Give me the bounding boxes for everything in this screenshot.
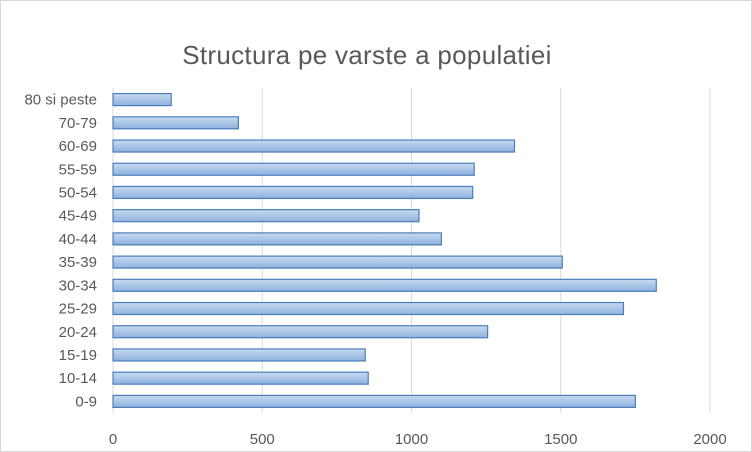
category-label-15-19: 15-19 bbox=[59, 347, 97, 364]
category-label-35-39: 35-39 bbox=[59, 254, 97, 271]
bar-10-14 bbox=[112, 371, 369, 385]
x-tick-labels: 0 500 1000 1500 2000 bbox=[109, 431, 727, 448]
bar-30-34 bbox=[112, 278, 657, 292]
category-label-0-9: 0-9 bbox=[75, 393, 97, 410]
bar-55-59 bbox=[112, 162, 475, 176]
bar-40-44 bbox=[112, 232, 442, 246]
chart-title: Structura pe varste a populatiei bbox=[182, 40, 552, 70]
bar-70-79 bbox=[112, 116, 239, 130]
bar-45-49 bbox=[112, 209, 420, 223]
bar-25-29 bbox=[112, 301, 625, 316]
bar-20-24 bbox=[112, 325, 489, 339]
category-label-20-24: 20-24 bbox=[59, 324, 97, 341]
category-labels: 0-9 10-14 15-19 20-24 25-29 30-34 35-39 40-44 45… bbox=[24, 92, 97, 411]
bar-15-19 bbox=[112, 348, 366, 362]
category-label-70-79: 70-79 bbox=[59, 115, 97, 132]
category-label-80-si-peste: 80 si peste bbox=[24, 92, 97, 109]
bars bbox=[112, 93, 657, 408]
category-label-10-14: 10-14 bbox=[59, 370, 97, 387]
bar-60-69 bbox=[112, 139, 516, 153]
bar-80-si-peste bbox=[112, 93, 172, 107]
x-tick-label-1500: 1500 bbox=[544, 431, 577, 448]
category-label-45-49: 45-49 bbox=[59, 208, 97, 225]
x-tick-label-2000: 2000 bbox=[693, 431, 726, 448]
category-label-40-44: 40-44 bbox=[59, 231, 97, 248]
x-tick-label-0: 0 bbox=[109, 431, 117, 448]
bar-50-54 bbox=[112, 185, 474, 200]
gridlines bbox=[112, 88, 711, 413]
category-label-25-29: 25-29 bbox=[59, 301, 97, 318]
category-label-60-69: 60-69 bbox=[59, 138, 97, 155]
category-label-55-59: 55-59 bbox=[59, 161, 97, 178]
category-label-50-54: 50-54 bbox=[59, 184, 97, 201]
category-label-30-34: 30-34 bbox=[59, 277, 97, 294]
bar-0-9 bbox=[112, 394, 636, 408]
x-tick-label-500: 500 bbox=[250, 431, 275, 448]
bar-35-39 bbox=[112, 255, 563, 269]
x-tick-label-1000: 1000 bbox=[395, 431, 428, 448]
